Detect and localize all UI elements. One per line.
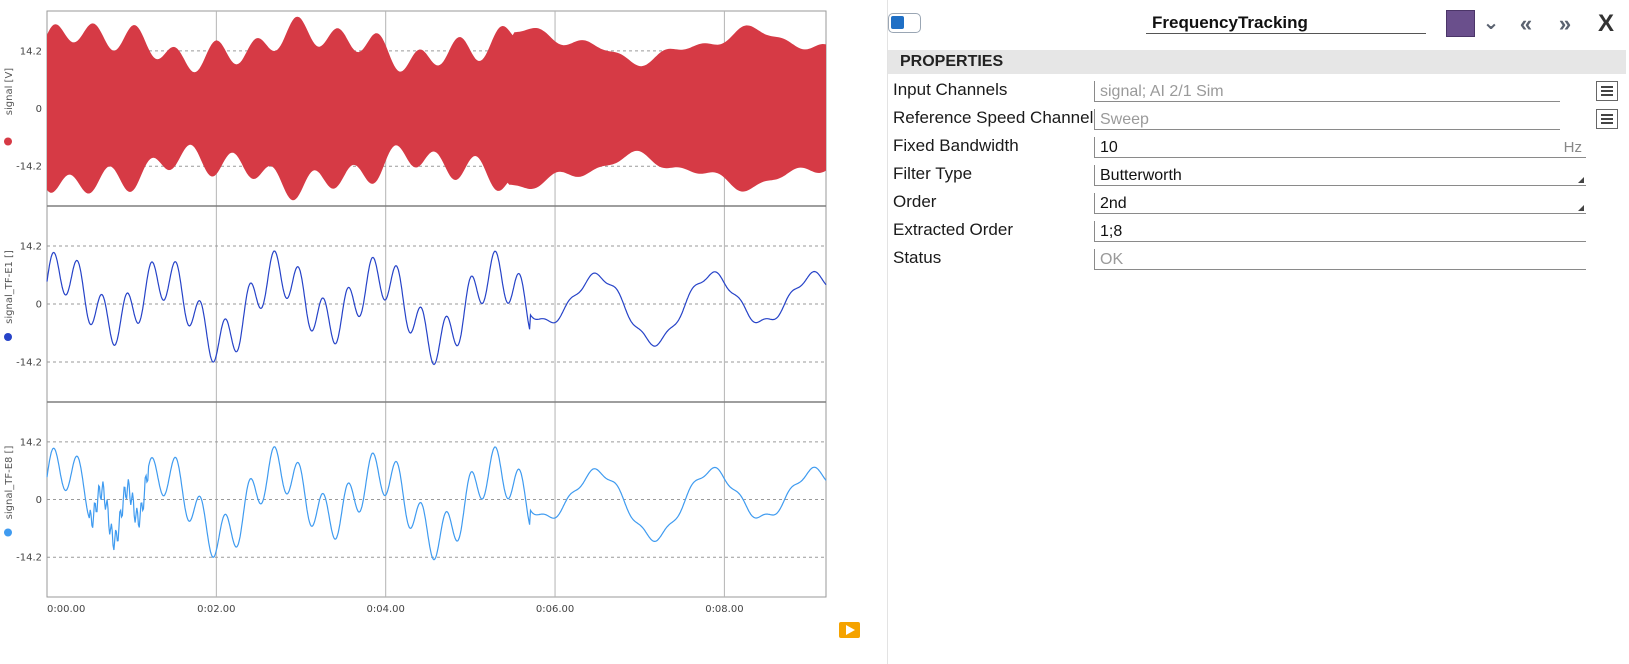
property-row: Order 2nd (888, 189, 1626, 217)
play-button[interactable] (839, 622, 860, 638)
y-tick-label: 0 (36, 300, 42, 311)
series-color-dot (4, 137, 12, 146)
property-label: Input Channels (893, 80, 1008, 99)
property-value-field: OK (1094, 249, 1586, 270)
color-swatch[interactable] (1446, 10, 1475, 37)
property-value: Butterworth (1100, 167, 1182, 184)
channel-list-button[interactable] (1596, 109, 1618, 129)
property-label: Reference Speed Channel (893, 108, 1094, 127)
property-label: Extracted Order (893, 220, 1013, 239)
property-value-field[interactable]: Butterworth (1094, 165, 1586, 186)
y-tick-label: 0 (36, 104, 42, 115)
x-tick-label: 0:08.00 (705, 604, 743, 615)
toggle-knob (891, 16, 904, 29)
property-row: Filter Type Butterworth (888, 161, 1626, 189)
series-signal-envelope (47, 16, 826, 201)
y-tick-label: -14.2 (16, 357, 42, 368)
y-tick-label: 0 (36, 495, 42, 506)
properties-panel: ⌄ « » X PROPERTIES Input Channels signal;… (887, 0, 1629, 664)
chevron-down-icon[interactable]: ⌄ (1482, 12, 1500, 34)
y-tick-label: -14.2 (16, 162, 42, 173)
series-color-dot (4, 333, 12, 341)
property-row: Fixed Bandwidth 10 Hz (888, 133, 1626, 161)
x-tick-label: 0:00.00 (47, 604, 85, 615)
y-tick-label: 14.2 (20, 242, 42, 253)
dropdown-corner-icon[interactable] (1578, 177, 1584, 183)
property-label: Status (893, 248, 942, 267)
series-signal-tf-e8-line (46, 446, 827, 561)
channel-list-button[interactable] (1596, 81, 1618, 101)
property-value: OK (1100, 251, 1124, 268)
chart: 14.2 0 -14.2 signal [V] 14.2 0 -14.2 signal_TF-… (4, 10, 827, 615)
previous-icon[interactable]: « (1519, 11, 1533, 36)
property-label: Fixed Bandwidth (893, 136, 1019, 155)
property-value-field[interactable]: 2nd (1094, 193, 1586, 214)
y-tick-label: 14.2 (20, 46, 42, 57)
dropdown-corner-icon[interactable] (1578, 205, 1584, 211)
close-icon[interactable]: X (1597, 10, 1614, 37)
plot-area: 14.2 0 -14.2 signal [V] 14.2 0 -14.2 signal_TF-… (4, 10, 860, 638)
property-row: Status OK (888, 245, 1626, 273)
y-axis-label: signal_TF-E8 [] (4, 446, 15, 520)
property-value: 10 (1100, 139, 1118, 156)
properties-section-header: PROPERTIES (888, 50, 1626, 74)
next-icon[interactable]: » (1558, 11, 1572, 36)
series-color-dot (4, 528, 12, 537)
property-value: signal; AI 2/1 Sim (1100, 83, 1224, 100)
instance-name-input[interactable] (1146, 12, 1426, 34)
property-value-field[interactable]: 1;8 (1094, 221, 1586, 242)
property-label: Filter Type (893, 164, 973, 183)
property-value-field: signal; AI 2/1 Sim (1094, 81, 1560, 102)
property-row: Input Channels signal; AI 2/1 Sim (888, 77, 1626, 105)
enable-toggle[interactable] (888, 13, 921, 33)
property-value: 1;8 (1100, 223, 1123, 240)
property-row: Extracted Order 1;8 (888, 217, 1626, 245)
y-axis-label: signal [V] (4, 68, 15, 116)
property-value-field: Sweep (1094, 109, 1560, 130)
property-value: Sweep (1100, 111, 1149, 128)
y-tick-label: -14.2 (16, 553, 42, 564)
y-tick-label: 14.2 (20, 437, 42, 448)
unit-label: Hz (1563, 139, 1582, 156)
y-axis-label: signal_TF-E1 [] (4, 250, 15, 324)
property-value-field[interactable]: 10 Hz (1094, 137, 1586, 158)
property-value: 2nd (1100, 195, 1127, 212)
property-label: Order (893, 192, 937, 211)
property-row: Reference Speed Channel Sweep (888, 105, 1626, 133)
x-tick-label: 0:02.00 (197, 604, 235, 615)
x-tick-label: 0:04.00 (367, 604, 405, 615)
series-signal-tf-e1-line (46, 250, 827, 366)
x-tick-label: 0:06.00 (536, 604, 574, 615)
